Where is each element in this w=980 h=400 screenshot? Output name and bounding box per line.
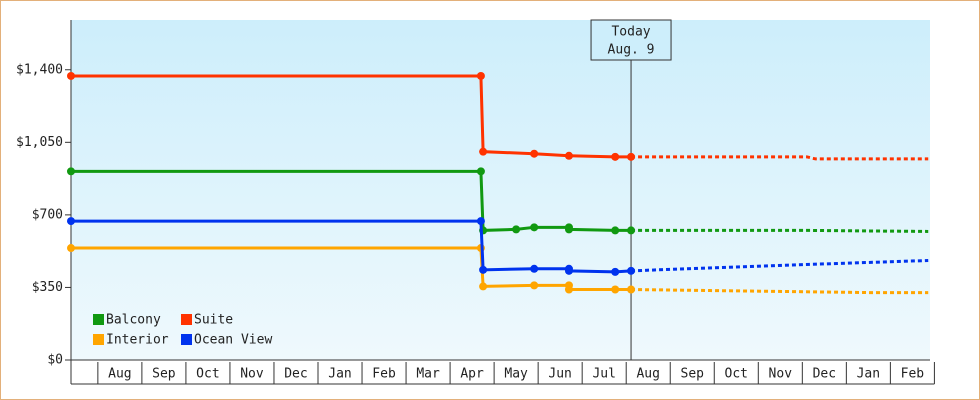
price-point: [564, 285, 573, 294]
x-tick-label: Aug: [636, 367, 659, 382]
legend-label: Ocean View: [194, 333, 272, 348]
y-tick-label: $350: [32, 280, 63, 295]
price-point: [479, 265, 488, 274]
x-tick-label: Apr: [460, 367, 484, 382]
price-point: [627, 285, 636, 294]
price-point: [67, 167, 75, 176]
price-line: [71, 219, 632, 274]
price-point: [530, 281, 539, 290]
price-point: [564, 266, 573, 275]
today-label: Today: [611, 25, 650, 40]
x-tick-label: May: [504, 367, 528, 382]
price-point: [564, 225, 573, 234]
price-point: [530, 264, 539, 273]
x-tick-label: Sep: [681, 367, 705, 382]
legend-label: Interior: [106, 333, 169, 348]
price-point: [67, 71, 75, 80]
price-point: [476, 71, 485, 80]
price-point: [564, 151, 573, 160]
forecast-line: [631, 155, 929, 161]
price-point: [476, 217, 485, 226]
legend-label: Suite: [194, 313, 233, 328]
x-tick-label: Nov: [240, 367, 264, 382]
price-point: [611, 285, 620, 294]
legend-swatch: [181, 314, 192, 325]
x-tick-label: Feb: [372, 367, 396, 382]
forecast-line: [631, 228, 929, 233]
price-point: [530, 149, 539, 158]
x-tick-label: Oct: [725, 367, 748, 382]
x-tick-label: Aug: [108, 367, 131, 382]
x-tick-label: Feb: [901, 367, 925, 382]
price-point: [627, 226, 636, 235]
price-point: [479, 147, 488, 156]
legend-swatch: [181, 334, 192, 345]
legend-swatch: [93, 334, 104, 345]
plot-area: [71, 20, 930, 360]
y-tick-label: $1,050: [16, 135, 63, 150]
today-box: [590, 19, 672, 61]
x-tick-label: Nov: [769, 367, 793, 382]
forecast-line: [631, 288, 929, 295]
y-tick-label: $0: [47, 353, 63, 368]
today-date: Aug. 9: [608, 43, 655, 58]
x-tick-label: Jul: [592, 367, 615, 382]
x-tick-label: Jan: [857, 367, 880, 382]
forecast-line: [630, 258, 929, 273]
y-tick-label: $700: [32, 207, 63, 222]
price-point: [627, 266, 636, 275]
x-tick-label: Jan: [328, 367, 351, 382]
price-point: [512, 225, 521, 234]
legend-swatch: [93, 314, 104, 325]
price-point: [611, 226, 620, 235]
price-point: [67, 244, 75, 253]
price-point: [476, 167, 485, 176]
price-point: [530, 223, 539, 232]
x-tick-label: Dec: [284, 367, 307, 382]
price-point: [627, 152, 636, 161]
price-point: [479, 282, 488, 291]
price-point: [611, 152, 620, 161]
price-point: [611, 267, 620, 276]
x-tick-label: Oct: [196, 367, 219, 382]
x-tick-label: Sep: [152, 367, 176, 382]
legend-label: Balcony: [106, 313, 161, 328]
price-point: [67, 217, 75, 226]
y-tick-label: $1,400: [16, 62, 63, 77]
x-tick-label: Mar: [416, 367, 440, 382]
x-tick-label: Dec: [813, 367, 836, 382]
x-tick-label: Jun: [548, 367, 571, 382]
